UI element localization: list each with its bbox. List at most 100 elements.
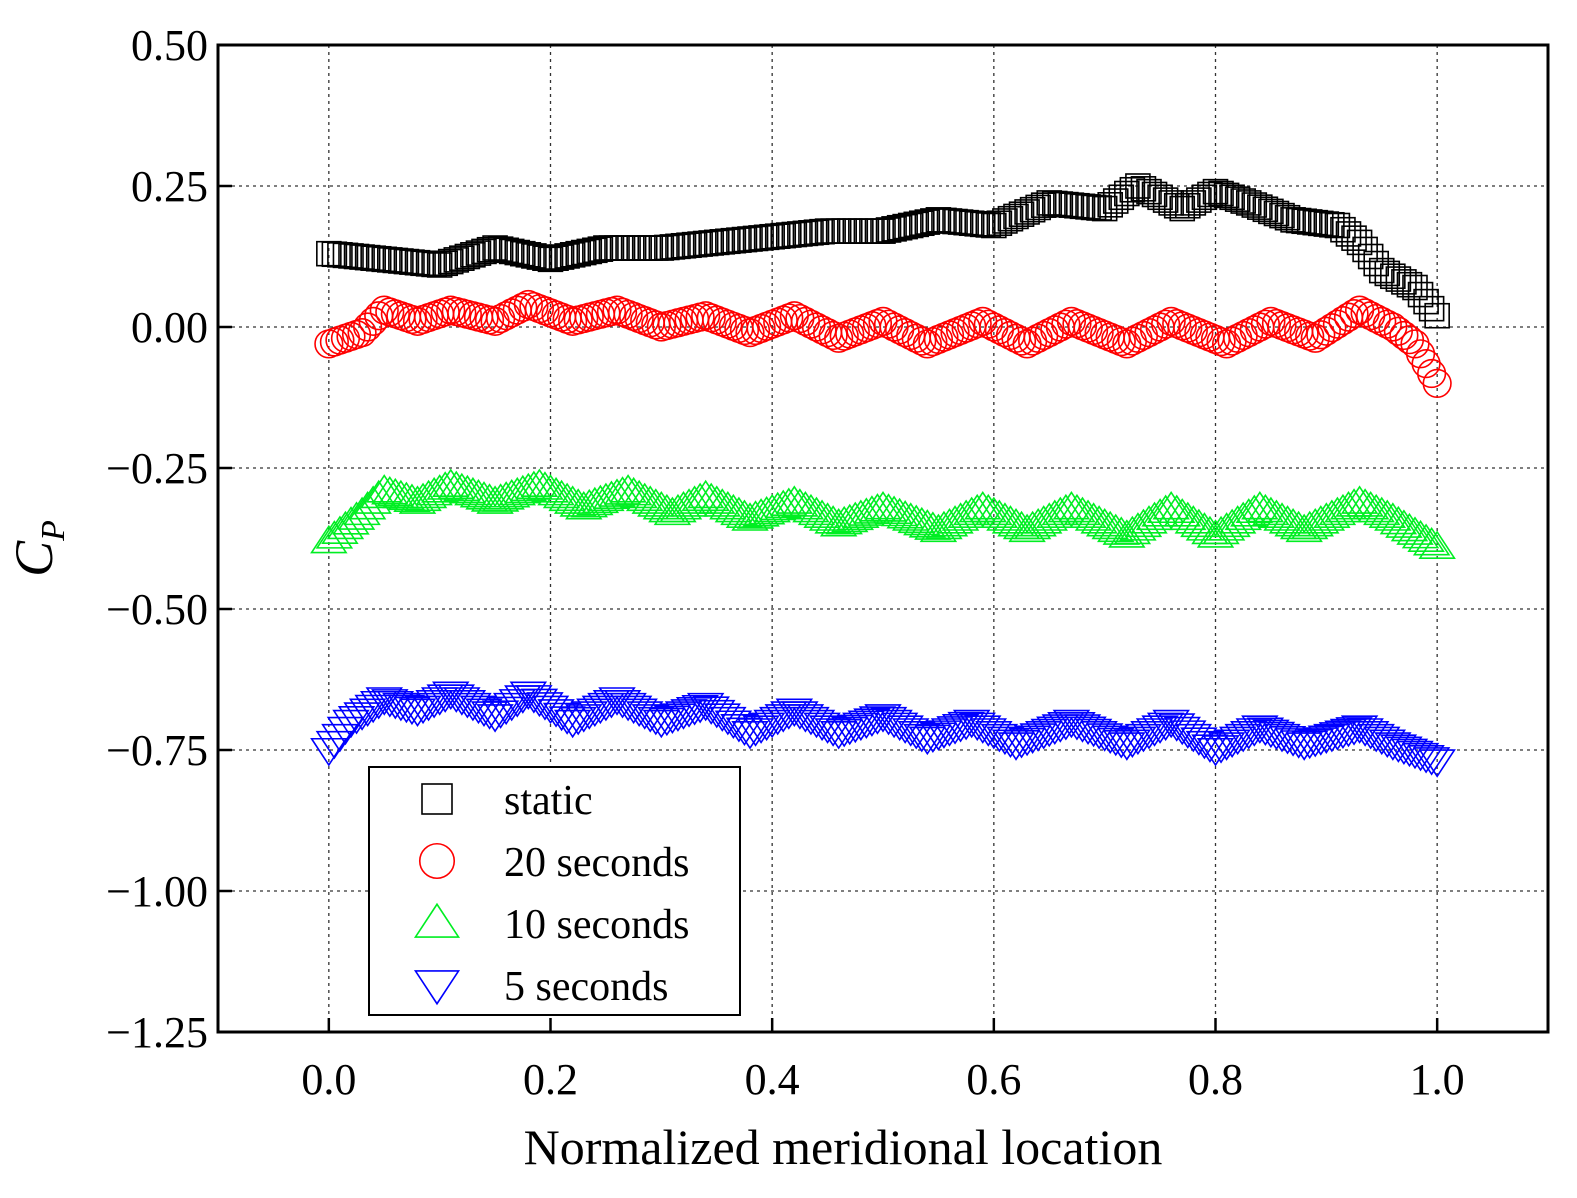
data-point-2-161 [1202, 515, 1240, 545]
data-point-1-83 [774, 303, 804, 333]
data-point-0-76 [737, 226, 763, 252]
data-point-3-64 [664, 701, 703, 730]
data-point-1-69 [696, 303, 726, 333]
data-point-0-169 [1252, 196, 1279, 223]
data-point-0-160 [1202, 178, 1229, 205]
data-point-0-77 [742, 225, 769, 252]
x-axis-label: Normalized meridional location [524, 1119, 1163, 1175]
data-point-2-101 [869, 493, 908, 522]
data-point-2-181 [1313, 499, 1351, 528]
data-point-0-55 [620, 235, 647, 261]
data-point-2-42 [542, 479, 581, 509]
series-10-seconds [310, 468, 1456, 560]
data-point-3-158 [1185, 730, 1224, 760]
data-point-2-126 [1008, 513, 1046, 543]
data-point-2-155 [1169, 501, 1207, 531]
data-point-0-121 [986, 210, 1013, 237]
data-point-0-8 [360, 245, 386, 271]
data-point-2-90 [808, 502, 847, 531]
data-point-2-66 [675, 485, 714, 514]
y-axis-label: CP [4, 520, 72, 577]
data-point-2-191 [1368, 499, 1407, 528]
data-point-0-62 [659, 234, 686, 260]
data-point-2-12 [376, 477, 415, 507]
y-tick-label-7: −1.25 [106, 1008, 208, 1057]
data-point-0-38 [526, 244, 553, 270]
data-point-2-139 [1080, 505, 1118, 534]
data-point-3-95 [836, 714, 875, 744]
data-point-3-69 [692, 696, 730, 725]
data-point-0-130 [1036, 190, 1063, 216]
data-point-0-83 [775, 222, 802, 248]
data-point-1-169 [1250, 309, 1280, 339]
data-point-3-163 [1213, 729, 1251, 758]
data-point-2-24 [443, 472, 481, 502]
data-point-2-88 [797, 496, 836, 526]
data-point-3-13 [382, 692, 420, 722]
legend-entry-3: 5 seconds [413, 964, 668, 1010]
data-point-2-65 [670, 488, 708, 517]
data-point-3-165 [1224, 723, 1262, 753]
data-point-3-113 [936, 716, 974, 745]
data-point-2-36 [509, 472, 548, 502]
data-point-3-87 [792, 706, 830, 736]
data-point-2-63 [659, 493, 697, 523]
data-point-3-24 [443, 687, 481, 716]
data-point-0-20 [426, 252, 453, 278]
tick-labels: 0.0 0.2 0.4 0.6 0.8 1.0 0.50 0.25 0.00 −0.25 −0.50… [106, 21, 1464, 1104]
data-point-0-86 [792, 220, 819, 247]
data-point-2-115 [947, 499, 985, 528]
data-point-3-156 [1174, 723, 1213, 753]
data-point-0-173 [1274, 204, 1301, 231]
data-point-2-74 [720, 496, 758, 526]
data-point-0-15 [399, 249, 425, 275]
data-point-0-115 [953, 209, 979, 236]
data-point-2-13 [382, 479, 420, 509]
data-point-2-40 [531, 474, 570, 503]
data-point-2-141 [1091, 510, 1129, 540]
data-point-1-96 [846, 315, 876, 345]
data-point-0-61 [654, 234, 680, 261]
data-point-3-139 [1080, 721, 1118, 750]
data-point-3-162 [1207, 732, 1246, 761]
data-point-0-27 [465, 240, 492, 266]
data-point-2-51 [592, 480, 631, 509]
x-tick-label-2: 0.4 [745, 1055, 800, 1104]
data-point-3-131 [1036, 716, 1074, 746]
data-point-0-102 [881, 216, 907, 242]
data-point-3-30 [476, 704, 514, 733]
data-point-2-127 [1013, 510, 1052, 540]
data-point-1-95 [840, 317, 870, 347]
data-point-0-47 [576, 238, 603, 265]
data-point-3-48 [576, 698, 614, 727]
data-point-0-9 [365, 245, 392, 272]
data-point-1-38 [524, 294, 555, 324]
data-point-3-52 [598, 687, 636, 716]
data-point-2-98 [853, 495, 891, 524]
data-point-2-3 [326, 510, 365, 540]
legend-label-3: 5 seconds [504, 964, 668, 1010]
data-point-3-14 [387, 694, 426, 724]
series-layer [310, 173, 1456, 778]
data-point-2-54 [609, 474, 647, 503]
data-point-0-23 [443, 247, 470, 273]
grid-lines [218, 45, 1548, 1032]
data-point-2-193 [1379, 505, 1418, 535]
data-point-0-199 [1418, 295, 1445, 322]
data-point-3-181 [1313, 723, 1351, 753]
data-point-3-16 [398, 698, 437, 727]
data-point-1-107 [907, 326, 937, 356]
data-point-3-53 [603, 690, 642, 719]
data-point-0-79 [753, 224, 780, 251]
data-point-2-10 [365, 474, 403, 503]
data-point-3-94 [831, 716, 869, 746]
data-point-1-178 [1300, 323, 1330, 353]
data-point-0-89 [809, 218, 835, 245]
data-point-2-147 [1124, 508, 1163, 538]
data-point-2-41 [537, 476, 575, 506]
data-point-0-166 [1235, 190, 1262, 216]
data-point-2-116 [952, 496, 991, 526]
data-point-3-45 [559, 706, 597, 736]
data-point-2-87 [792, 493, 830, 523]
data-point-2-82 [764, 489, 802, 519]
